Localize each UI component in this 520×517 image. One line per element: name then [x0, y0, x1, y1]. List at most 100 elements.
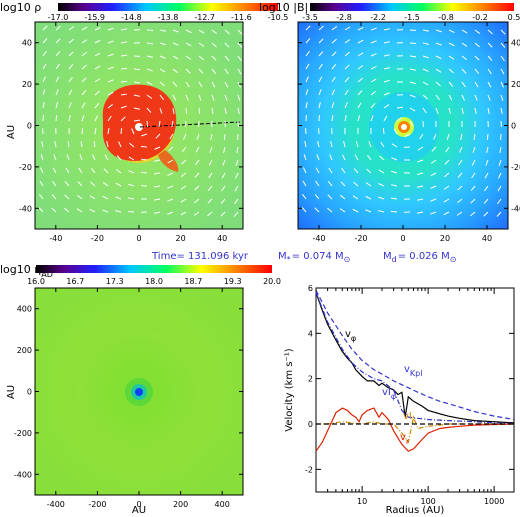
field-arrow	[409, 94, 416, 98]
field-arrow	[128, 156, 135, 161]
field-arrow	[487, 42, 493, 48]
field-arrow	[383, 115, 388, 122]
field-arrow	[120, 127, 123, 135]
field-arrow	[457, 185, 463, 191]
field-arrow	[103, 168, 109, 174]
field-arrow	[470, 198, 476, 204]
field-arrow	[172, 94, 177, 101]
field-arrow	[457, 198, 463, 204]
colorbar-tick-label: -0.8	[438, 13, 454, 22]
series-vφ	[315, 292, 515, 424]
field-arrow	[68, 89, 73, 96]
field-arrow	[194, 159, 200, 166]
field-arrow	[198, 55, 204, 61]
field-arrow	[474, 29, 481, 34]
field-arrow	[107, 127, 110, 135]
density-axes: -40 -20 0 20 40 -40 -20 0 20 40	[19, 22, 243, 243]
field-arrow	[331, 51, 337, 57]
density-center	[135, 123, 143, 131]
field-arrow	[77, 181, 83, 187]
field-arrow	[365, 195, 372, 200]
field-arrow	[352, 208, 359, 213]
field-arrow	[484, 185, 489, 192]
field-arrow	[396, 117, 403, 122]
time-header: Time= 131.096 kyr M*= 0.074 M⊙ Md= 0.026…	[151, 251, 456, 264]
series-vIφ	[315, 292, 515, 425]
field-arrow	[167, 185, 174, 189]
field-arrow	[344, 89, 349, 96]
field-arrow	[94, 127, 97, 135]
field-arrow	[146, 120, 149, 128]
field-arrow	[485, 159, 489, 166]
field-arrow	[234, 185, 239, 192]
field-arrow	[180, 185, 187, 190]
label-viphi: vIφ	[382, 387, 396, 401]
field-arrow	[172, 42, 179, 46]
field-arrow	[172, 81, 178, 87]
field-arrow	[378, 196, 385, 200]
x-tick-label: -400	[47, 500, 65, 509]
field-arrow	[471, 159, 476, 166]
field-arrow	[435, 29, 442, 33]
y-tick-label: -400	[14, 470, 32, 479]
field-arrow	[169, 133, 174, 140]
field-arrow	[185, 29, 192, 34]
x-tick-label: 20	[176, 234, 186, 243]
field-arrow	[42, 102, 45, 109]
field-arrow	[94, 27, 101, 31]
field-arrow	[456, 211, 463, 216]
label-vir: vIr	[403, 411, 416, 425]
field-arrow	[107, 27, 114, 31]
field-arrow	[158, 120, 161, 127]
field-arrow	[207, 185, 213, 191]
field-arrow	[107, 53, 114, 57]
field-arrow	[207, 198, 213, 204]
x-tick-label: 0	[136, 234, 141, 243]
field-arrow	[146, 81, 153, 86]
field-arrow	[39, 193, 44, 200]
field-arrow	[318, 63, 323, 70]
field-arrow	[344, 102, 348, 109]
field-arrow	[208, 159, 213, 166]
field-arrow	[89, 195, 96, 200]
field-arrow	[435, 107, 439, 114]
field-arrow	[496, 211, 502, 217]
colorbar-tick-label: -14.8	[121, 13, 142, 22]
field-arrow	[305, 102, 308, 109]
field-arrow	[474, 42, 480, 48]
field-arrow	[499, 146, 502, 153]
field-arrow	[194, 198, 200, 204]
field-arrow	[102, 195, 109, 200]
field-arrow	[197, 120, 200, 128]
field-arrow	[370, 103, 376, 109]
field-arrow	[198, 81, 203, 88]
y-tick-label: 4	[308, 329, 313, 338]
series-vKpl	[315, 290, 515, 421]
field-arrow	[210, 133, 213, 140]
field-arrow	[422, 29, 429, 32]
field-arrow	[370, 40, 377, 44]
field-arrow	[42, 25, 48, 31]
density-title: log10 ρ	[0, 1, 41, 14]
field-arrow	[93, 140, 96, 148]
field-arrow	[417, 211, 424, 214]
field-arrow	[167, 159, 174, 164]
field-arrow	[500, 42, 506, 48]
field-arrow	[357, 102, 362, 109]
density-cut-line	[139, 121, 241, 128]
mstar-label: M*= 0.074 M⊙	[278, 251, 350, 264]
colorbar-tick-label: -0.2	[472, 13, 488, 22]
field-arrow	[146, 42, 154, 45]
field-arrow	[185, 42, 192, 47]
field-arrow	[181, 146, 187, 153]
y-tick-label: 6	[308, 284, 313, 293]
field-arrow	[409, 107, 416, 112]
field-arrow	[129, 142, 135, 148]
field-arrow	[343, 141, 346, 148]
density-spiral	[102, 84, 177, 161]
velocity-axes: 10 100 1000 -2 0 2 4 6	[305, 284, 515, 506]
field-arrow	[198, 29, 205, 34]
field-arrow	[483, 211, 489, 217]
field-arrow	[211, 94, 215, 101]
panel-eta: log10 ηAD 16.0 16.7 17.3 18.0 18.7 19.3 20.0 -…	[0, 263, 281, 516]
